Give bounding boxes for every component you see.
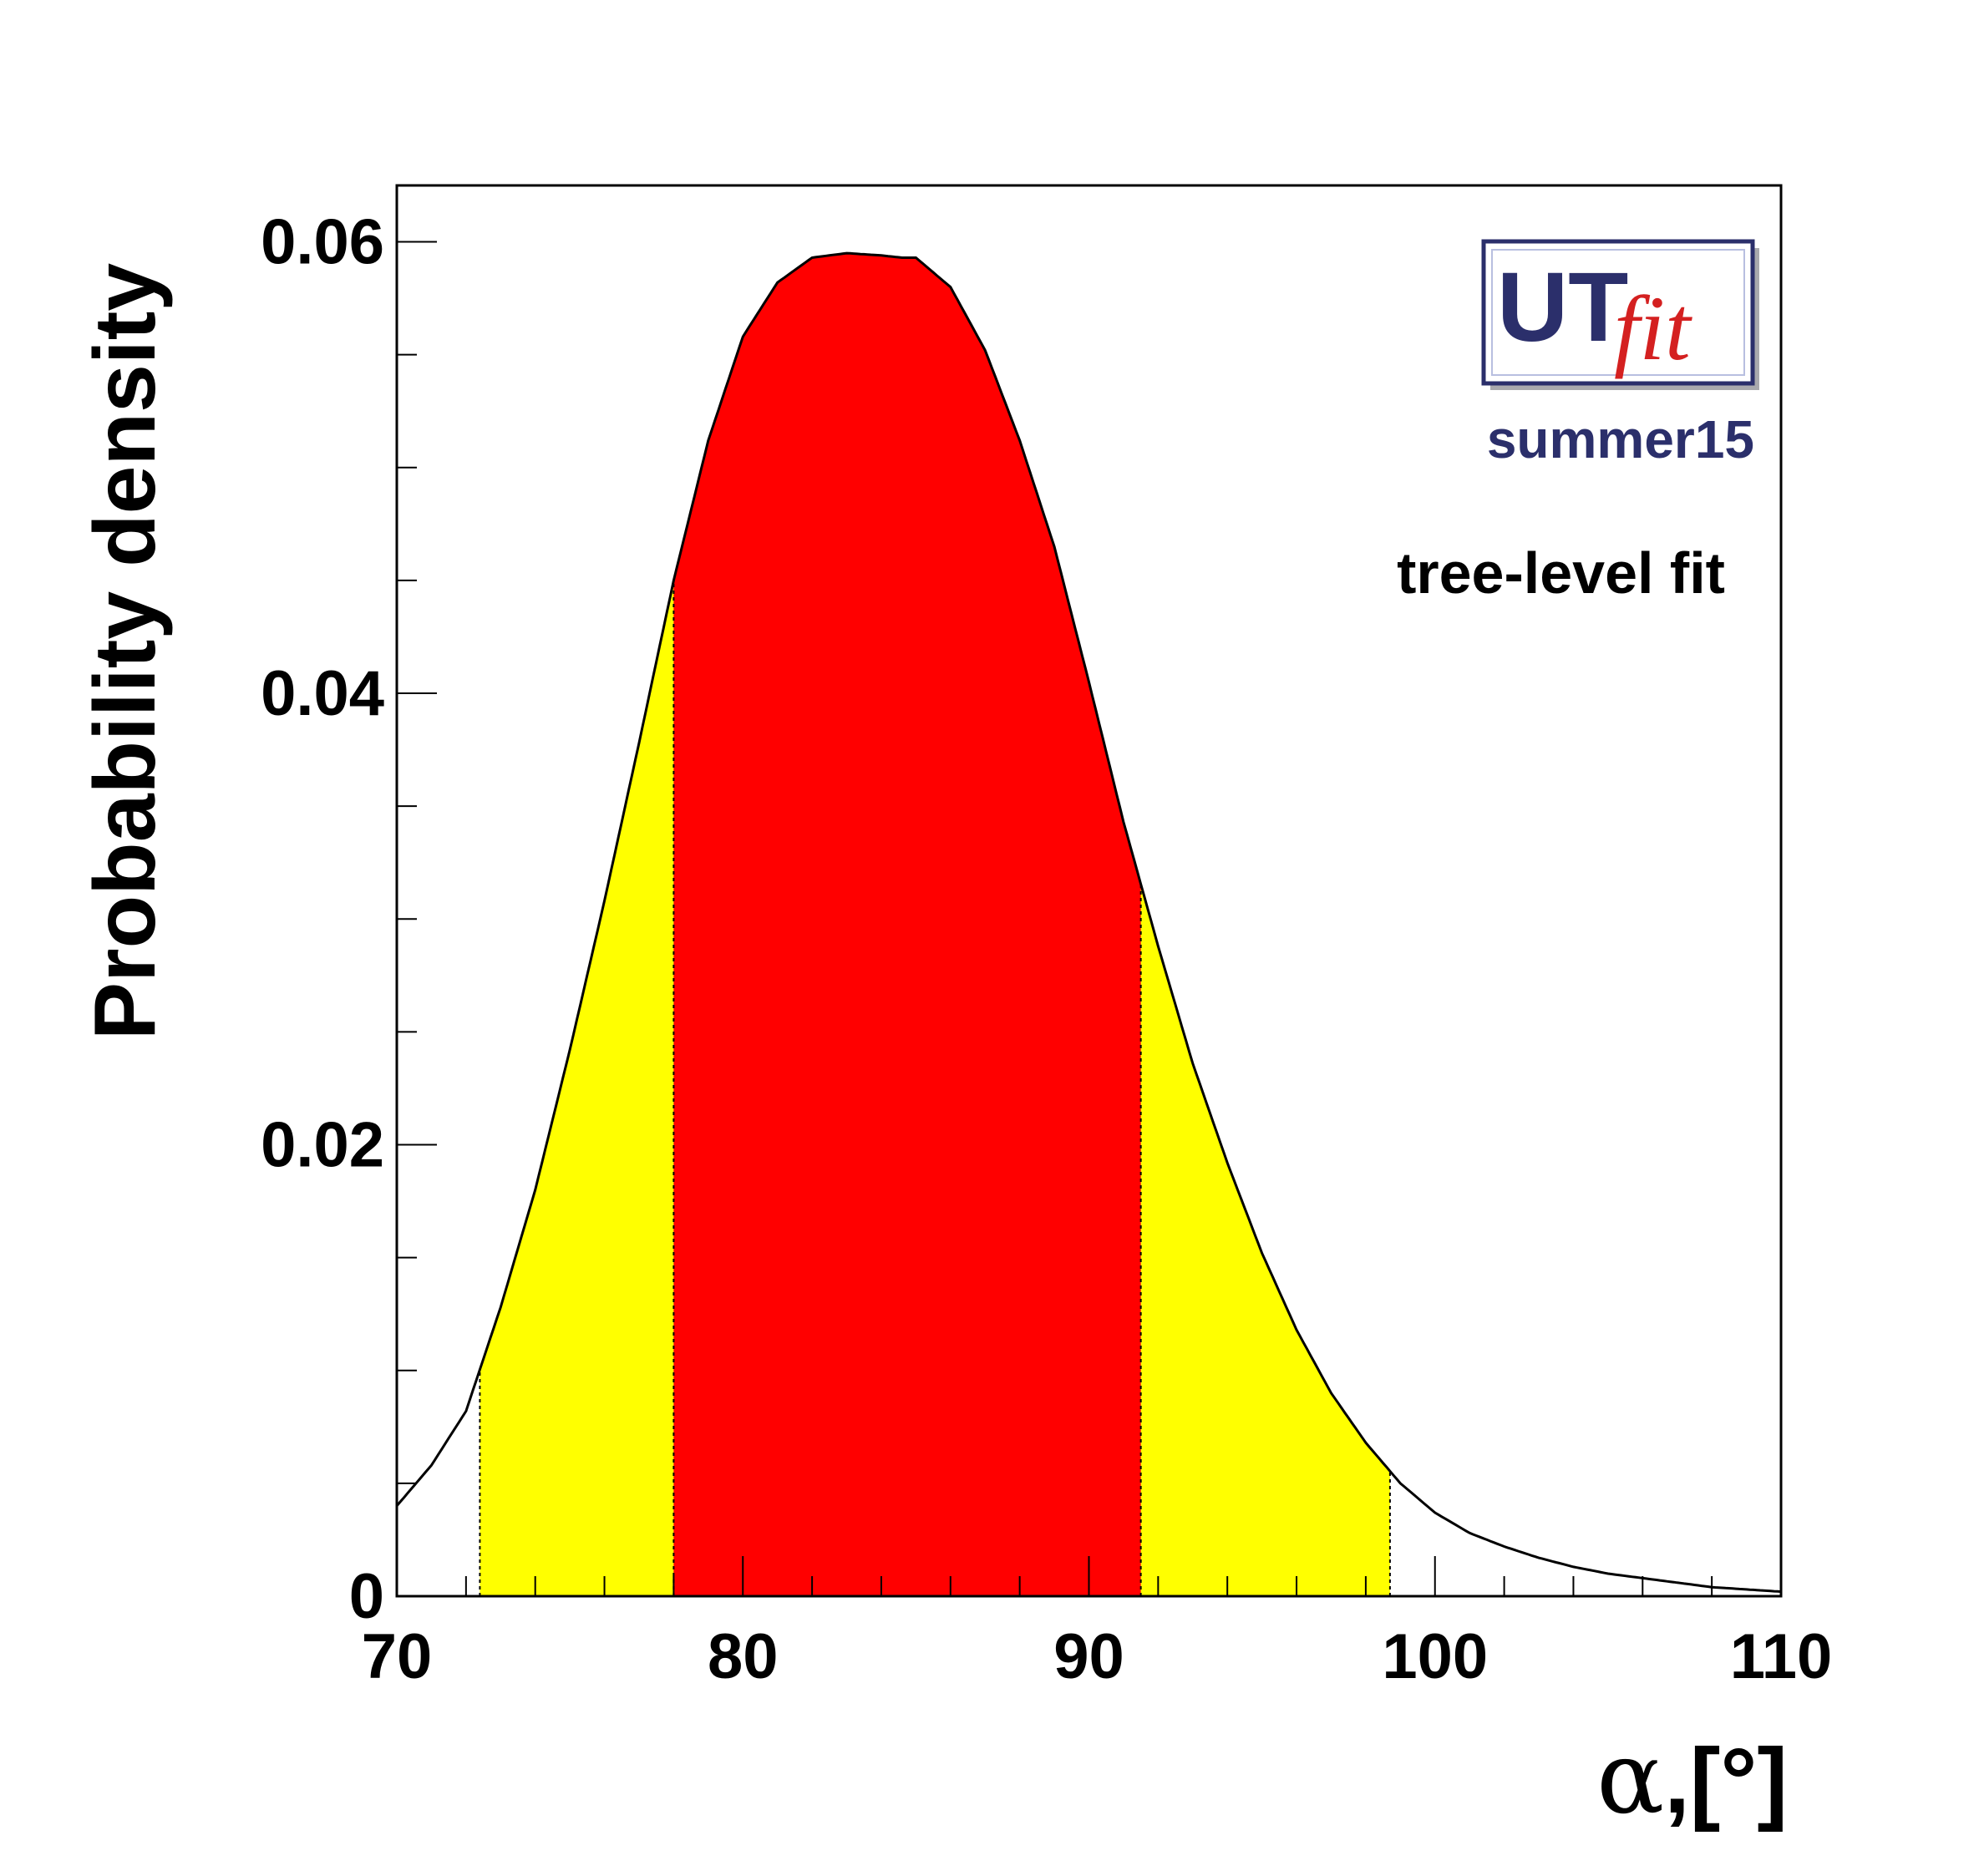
y-tick-label: 0.02 bbox=[261, 1110, 384, 1181]
y-axis-ticks: 0 0.02 0.04 0.06 bbox=[261, 207, 437, 1632]
band-68pct bbox=[673, 253, 1141, 1597]
y-tick-label: 0.06 bbox=[261, 207, 384, 278]
probability-curve bbox=[395, 251, 1782, 1594]
x-tick-label: 110 bbox=[1730, 1621, 1833, 1692]
x-tick-label: 100 bbox=[1382, 1621, 1488, 1692]
logo-ut-text: UT bbox=[1497, 252, 1628, 363]
logo-fit-text: fit bbox=[1614, 277, 1692, 379]
x-tick-label: 80 bbox=[708, 1621, 779, 1692]
x-tick-label: 90 bbox=[1053, 1621, 1124, 1692]
utfit-logo: UT fit bbox=[1481, 239, 1759, 390]
confidence-bands bbox=[480, 253, 1390, 1597]
y-tick-label: 0.04 bbox=[261, 658, 384, 729]
alpha-symbol: α bbox=[1596, 1721, 1664, 1837]
version-label: summer15 bbox=[1487, 409, 1754, 469]
band-boundaries bbox=[479, 580, 1391, 1596]
fit-type-label: tree-level fit bbox=[1397, 540, 1725, 606]
x-axis-ticks: 70 80 90 100 110 bbox=[362, 1556, 1833, 1692]
x-tick-label: 70 bbox=[362, 1621, 433, 1692]
y-axis-title: Probability density bbox=[77, 263, 174, 1041]
x-axis-title: α,[°] bbox=[1596, 1721, 1788, 1837]
y-tick-label: 0 bbox=[349, 1561, 384, 1632]
x-axis-unit: ,[°] bbox=[1664, 1730, 1788, 1833]
